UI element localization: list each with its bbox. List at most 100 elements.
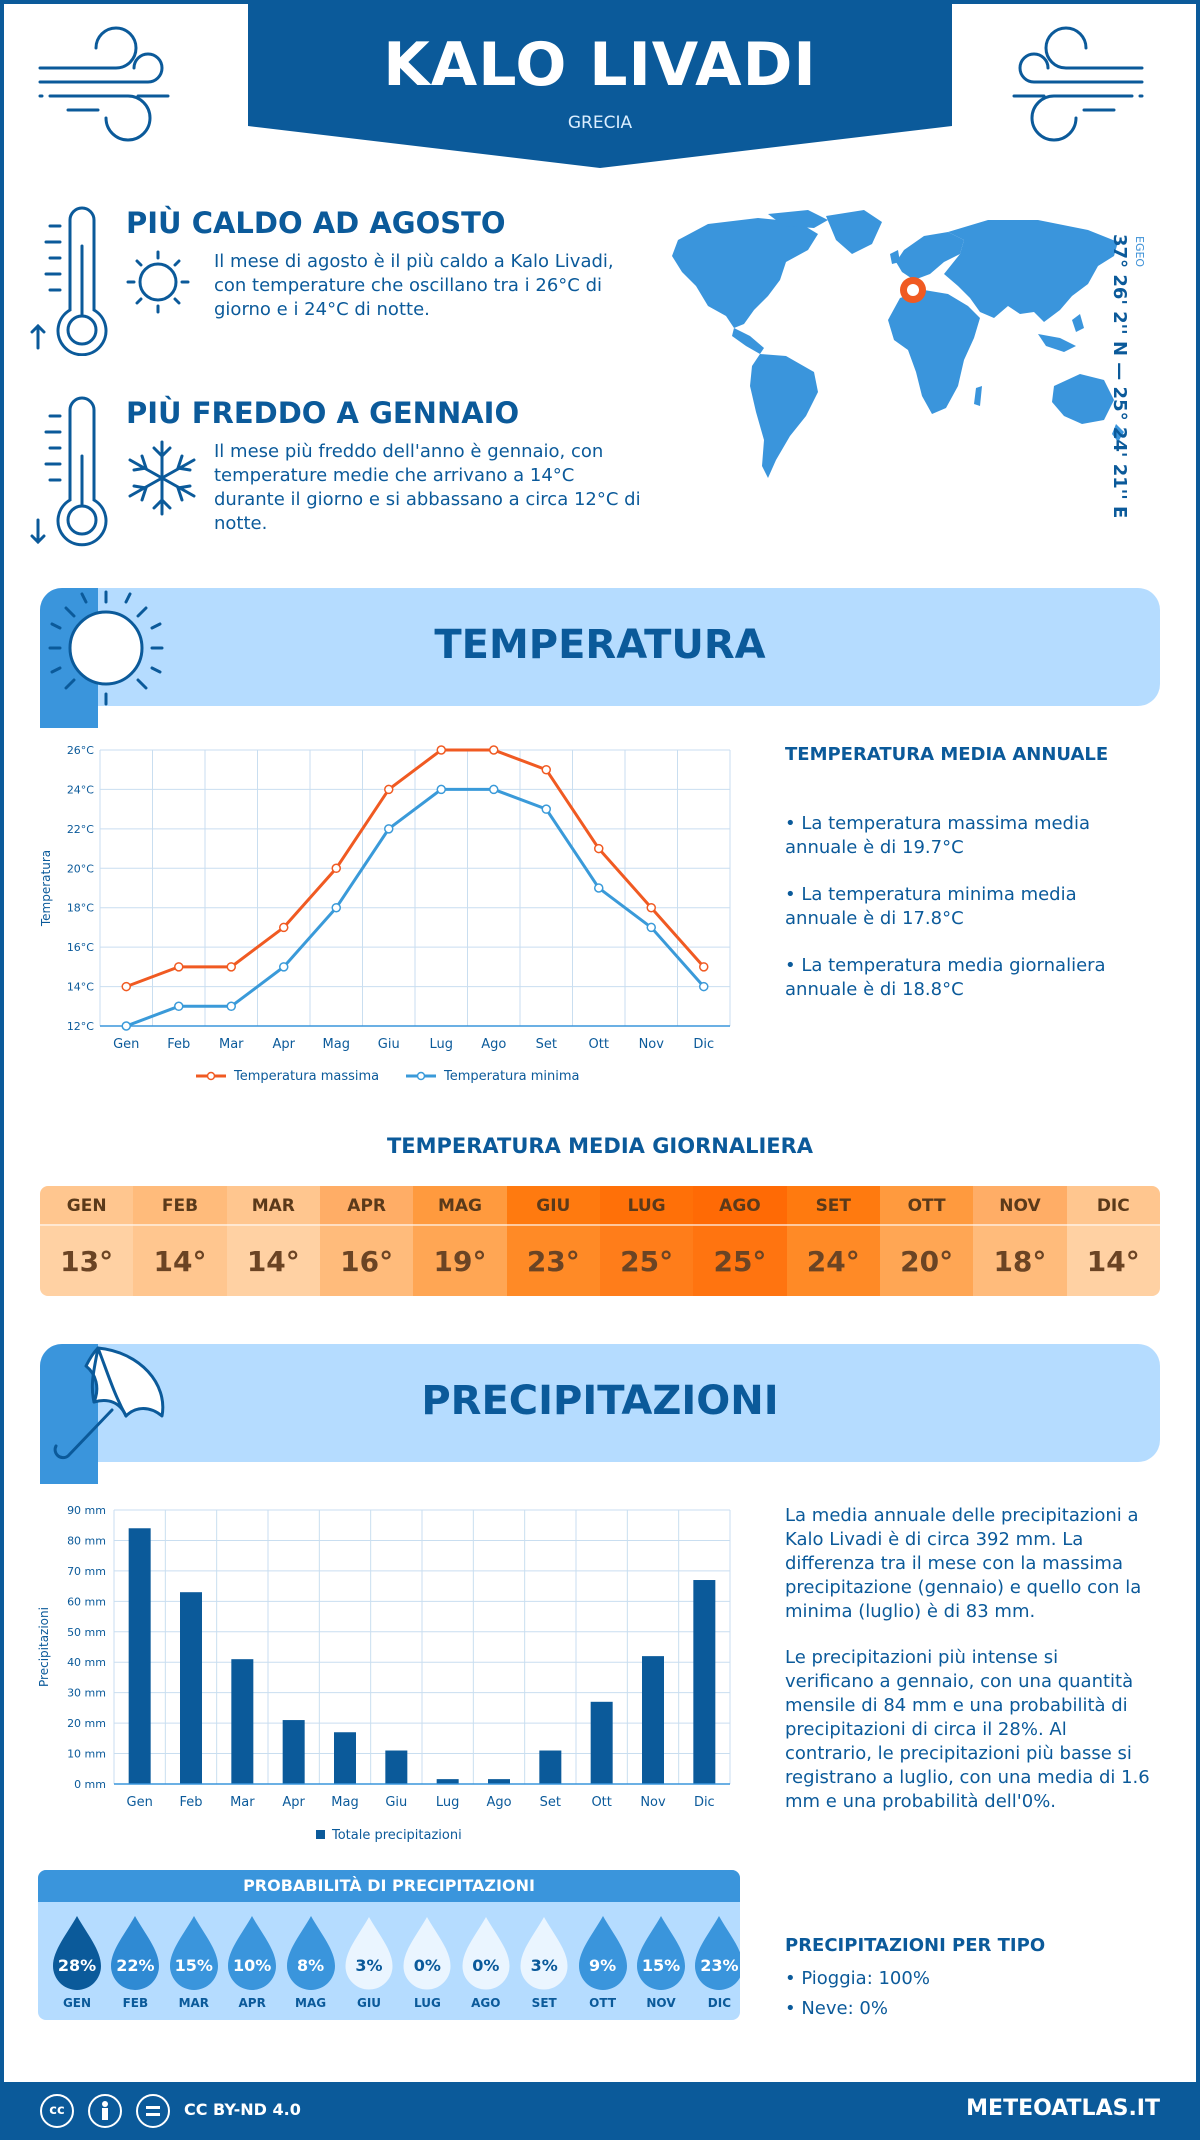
daily-temp-value: 25° <box>693 1226 787 1296</box>
attribution-icon[interactable] <box>88 2094 122 2128</box>
month-label: GIU <box>356 1996 382 2010</box>
annual-temp-bullet: • La temperatura media giornaliera annua… <box>785 955 1106 1000</box>
thermometer-snowflake-icon <box>30 396 196 547</box>
daily-temp-value: 14° <box>133 1226 227 1296</box>
x-tick-label: Feb <box>167 1037 190 1052</box>
sea-name: EGEO <box>1133 236 1146 268</box>
month-label: LUG <box>413 1996 441 2010</box>
daily-temp-column: DIC 14° <box>1066 1186 1160 1296</box>
x-tick-label: Apr <box>273 1037 296 1052</box>
legend-marker <box>206 1071 216 1081</box>
bar <box>128 1528 151 1784</box>
daily-temp-value: 14° <box>226 1226 320 1296</box>
daily-temp-column: APR 16° <box>319 1186 414 1296</box>
month-label: FEB <box>122 1996 149 2010</box>
month-label: MAG <box>295 1996 327 2010</box>
series-line <box>125 787 705 1028</box>
temperature-chart: 12°C 14°C 16°C 18°C 20°C 22°C 24°C 26°C Gen Feb Ma… <box>39 744 731 1084</box>
daily-temp-column: GIU 23° <box>506 1186 600 1296</box>
daily-temp-column: AGO 25° <box>693 1186 787 1296</box>
y-tick-label: 0 mm <box>74 1778 106 1791</box>
x-tick-label: Mag <box>323 1037 350 1052</box>
month-label: NOV <box>973 1186 1067 1226</box>
y-tick-label: 60 mm <box>67 1595 106 1608</box>
annual-temp-bullet: • La temperatura minima media annuale è … <box>785 884 1077 929</box>
data-point <box>541 804 551 814</box>
x-tick-label: Nov <box>639 1037 665 1052</box>
probability-value: 10% <box>233 1956 272 1975</box>
annual-temp-title: TEMPERATURA MEDIA ANNUALE <box>785 744 1109 765</box>
fact-text: Il mese più freddo dell'anno è gennaio, … <box>214 441 641 534</box>
annual-temp-bullet: • La temperatura massima media annuale è… <box>785 813 1091 858</box>
x-tick-label: Nov <box>640 1795 666 1810</box>
legend-swatch <box>316 1830 325 1839</box>
page-subtitle: GRECIA <box>567 113 633 133</box>
y-tick-label: 80 mm <box>67 1534 106 1547</box>
data-point <box>331 863 341 874</box>
bar <box>436 1779 459 1784</box>
data-point <box>436 784 446 795</box>
daily-temp-column: LUG 25° <box>599 1186 694 1296</box>
x-tick-label: Ago <box>486 1795 511 1810</box>
bar <box>642 1656 664 1784</box>
daily-temp-value: 25° <box>599 1226 694 1296</box>
month-label: MAR <box>178 1996 210 2010</box>
raindrop-icon <box>519 1914 569 1991</box>
cc-icon[interactable]: cc <box>40 2094 74 2128</box>
y-tick-label: 16°C <box>67 941 94 954</box>
daily-temp-value: 19° <box>413 1226 507 1296</box>
data-point <box>646 902 656 913</box>
month-label: FEB <box>133 1186 227 1226</box>
month-label: APR <box>319 1186 414 1226</box>
bar <box>231 1659 254 1784</box>
precipitation-banner: PRECIPITAZIONI <box>40 1344 1160 1484</box>
data-point <box>594 843 604 854</box>
raindrop-icon <box>344 1914 394 1991</box>
header-banner: KALO LIVADI GRECIA <box>248 0 952 168</box>
month-label: GEN <box>62 1996 92 2010</box>
y-tick-label: 40 mm <box>67 1656 106 1669</box>
precip-probability-panel: PROBABILITÀ DI PRECIPITAZIONI 28% GEN 22% F… <box>38 1870 740 2020</box>
daily-temp-table: GEN 13° FEB 14° MAR 14° APR 16° MAG 19° GIU 23° LUG 2… <box>40 1186 1160 1296</box>
bar <box>385 1750 408 1784</box>
legend-marker <box>416 1071 426 1081</box>
daily-temp-value: 18° <box>973 1226 1067 1296</box>
thermometer-sun-icon <box>30 206 190 356</box>
daily-temp-column: GEN 13° <box>40 1186 134 1296</box>
license-label[interactable]: CC BY-ND 4.0 <box>184 2100 301 2119</box>
x-tick-label: Giu <box>378 1037 400 1052</box>
raindrop-icon <box>111 1916 160 1990</box>
month-label: GIU <box>506 1186 600 1226</box>
daily-temp-column: FEB 14° <box>133 1186 227 1296</box>
fact-title: PIÙ FREDDO A GENNAIO <box>126 396 520 430</box>
raindrop-icon <box>461 1914 511 1991</box>
month-label: MAG <box>413 1186 507 1226</box>
x-tick-label: Lug <box>429 1037 453 1052</box>
precip-paragraph: La media annuale delle precipitazioni a … <box>785 1505 1142 1622</box>
month-label: AGO <box>693 1186 787 1226</box>
probability-value: 15% <box>174 1956 213 1975</box>
wind-icon <box>1012 26 1144 142</box>
no-derivatives-icon[interactable] <box>136 2094 170 2128</box>
daily-temp-value: 23° <box>506 1226 600 1296</box>
world-map <box>672 210 1124 478</box>
month-label: SET <box>531 1996 557 2010</box>
x-tick-label: Dic <box>694 1795 715 1810</box>
x-tick-label: Giu <box>385 1795 407 1810</box>
month-label: OTT <box>589 1996 617 2010</box>
y-tick-label: 10 mm <box>67 1748 106 1761</box>
legend-label: Temperatura minima <box>443 1069 580 1084</box>
precip-paragraph: Le precipitazioni più intense si verific… <box>785 1647 1150 1812</box>
brand-link[interactable]: METEOATLAS.IT <box>966 2096 1160 2121</box>
x-tick-label: Ott <box>591 1795 611 1810</box>
x-tick-label: Mar <box>219 1037 244 1052</box>
month-label: DIC <box>707 1996 731 2010</box>
raindrop-icon <box>53 1916 101 1990</box>
fact-text: Il mese di agosto è il più caldo a Kalo … <box>214 251 614 320</box>
raindrop-icon <box>286 1916 335 1990</box>
fact-warmest: PIÙ CALDO AD AGOSTO Il mese di agosto è … <box>30 206 630 356</box>
bar <box>180 1592 202 1784</box>
bar <box>693 1580 716 1784</box>
y-tick-label: 24°C <box>67 783 94 796</box>
raindrop-icon <box>228 1916 277 1990</box>
